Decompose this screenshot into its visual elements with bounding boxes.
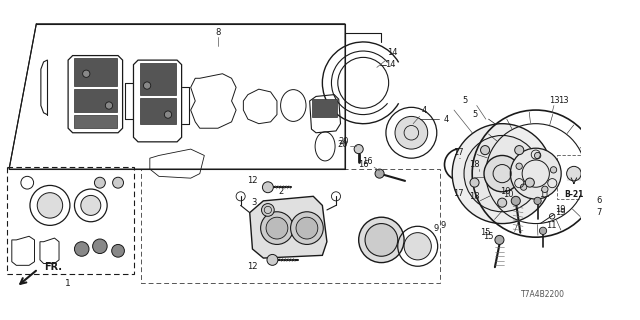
Text: 16: 16 xyxy=(358,160,369,169)
Circle shape xyxy=(510,148,561,199)
Bar xyxy=(7,167,134,275)
Circle shape xyxy=(404,233,431,260)
Circle shape xyxy=(395,116,428,149)
Circle shape xyxy=(566,166,581,181)
Circle shape xyxy=(470,178,479,187)
Circle shape xyxy=(95,177,106,188)
Text: 20: 20 xyxy=(337,140,348,149)
Text: 9: 9 xyxy=(433,224,438,233)
Circle shape xyxy=(358,217,404,263)
Polygon shape xyxy=(250,196,327,258)
Bar xyxy=(74,58,117,85)
Circle shape xyxy=(266,217,288,239)
Circle shape xyxy=(540,227,547,235)
Circle shape xyxy=(113,177,124,188)
Text: 17: 17 xyxy=(453,148,464,157)
Circle shape xyxy=(262,182,273,193)
Text: 6: 6 xyxy=(596,196,602,205)
Circle shape xyxy=(484,156,520,192)
Text: 9: 9 xyxy=(440,221,446,230)
Bar xyxy=(140,98,176,124)
Circle shape xyxy=(81,196,100,215)
Bar xyxy=(74,115,117,128)
Circle shape xyxy=(106,102,113,109)
Text: 11: 11 xyxy=(540,190,550,199)
Bar xyxy=(140,63,176,95)
Bar xyxy=(141,169,440,283)
Circle shape xyxy=(511,196,520,205)
Text: B-21: B-21 xyxy=(564,190,584,199)
Circle shape xyxy=(498,198,507,207)
Circle shape xyxy=(164,111,172,118)
Circle shape xyxy=(143,82,151,89)
Circle shape xyxy=(464,135,540,212)
Circle shape xyxy=(495,236,504,244)
Text: 19: 19 xyxy=(555,205,566,214)
Text: 1: 1 xyxy=(65,279,71,288)
Text: 3: 3 xyxy=(252,198,257,207)
Circle shape xyxy=(260,212,293,244)
Text: 20: 20 xyxy=(338,137,349,146)
Text: 14: 14 xyxy=(385,60,396,69)
Circle shape xyxy=(550,167,557,173)
Circle shape xyxy=(452,124,552,224)
Text: 10: 10 xyxy=(503,190,514,199)
Text: 19: 19 xyxy=(555,208,566,217)
Bar xyxy=(74,89,117,112)
Text: 4: 4 xyxy=(444,115,449,124)
Circle shape xyxy=(375,169,384,178)
Circle shape xyxy=(534,197,541,204)
Circle shape xyxy=(37,193,63,218)
Bar xyxy=(312,99,337,117)
Text: 12: 12 xyxy=(247,176,258,185)
Text: 7: 7 xyxy=(596,208,602,217)
Bar xyxy=(557,156,591,199)
Polygon shape xyxy=(595,178,640,237)
Circle shape xyxy=(74,242,89,256)
Text: T7A4B2200: T7A4B2200 xyxy=(521,290,565,299)
Circle shape xyxy=(354,145,364,154)
Text: 8: 8 xyxy=(215,28,221,37)
Text: 17: 17 xyxy=(453,189,464,198)
Circle shape xyxy=(515,146,524,155)
Circle shape xyxy=(112,244,124,257)
Text: 13: 13 xyxy=(557,96,568,106)
Circle shape xyxy=(83,70,90,77)
Text: 15: 15 xyxy=(481,228,491,237)
Text: 11: 11 xyxy=(546,221,556,230)
Text: 10: 10 xyxy=(500,187,510,196)
Text: 5: 5 xyxy=(462,96,468,106)
Circle shape xyxy=(291,212,323,244)
Circle shape xyxy=(541,186,548,193)
Circle shape xyxy=(525,178,534,187)
Circle shape xyxy=(534,152,541,159)
Text: 18: 18 xyxy=(468,160,479,169)
Text: 18: 18 xyxy=(468,192,479,201)
Text: 2: 2 xyxy=(279,187,284,196)
Text: 12: 12 xyxy=(247,262,258,271)
Circle shape xyxy=(267,254,278,265)
Text: 14: 14 xyxy=(387,48,397,57)
Text: FR.: FR. xyxy=(44,262,61,272)
Circle shape xyxy=(365,224,397,256)
Circle shape xyxy=(296,217,318,239)
Circle shape xyxy=(93,239,107,253)
Text: 4: 4 xyxy=(422,106,427,115)
Text: 16: 16 xyxy=(362,157,373,166)
Circle shape xyxy=(520,184,527,190)
Circle shape xyxy=(474,169,483,178)
Text: 13: 13 xyxy=(548,96,559,106)
Circle shape xyxy=(262,204,274,216)
Circle shape xyxy=(516,163,522,169)
Circle shape xyxy=(481,146,490,155)
Text: 5: 5 xyxy=(472,110,477,119)
Text: 15: 15 xyxy=(483,232,494,241)
